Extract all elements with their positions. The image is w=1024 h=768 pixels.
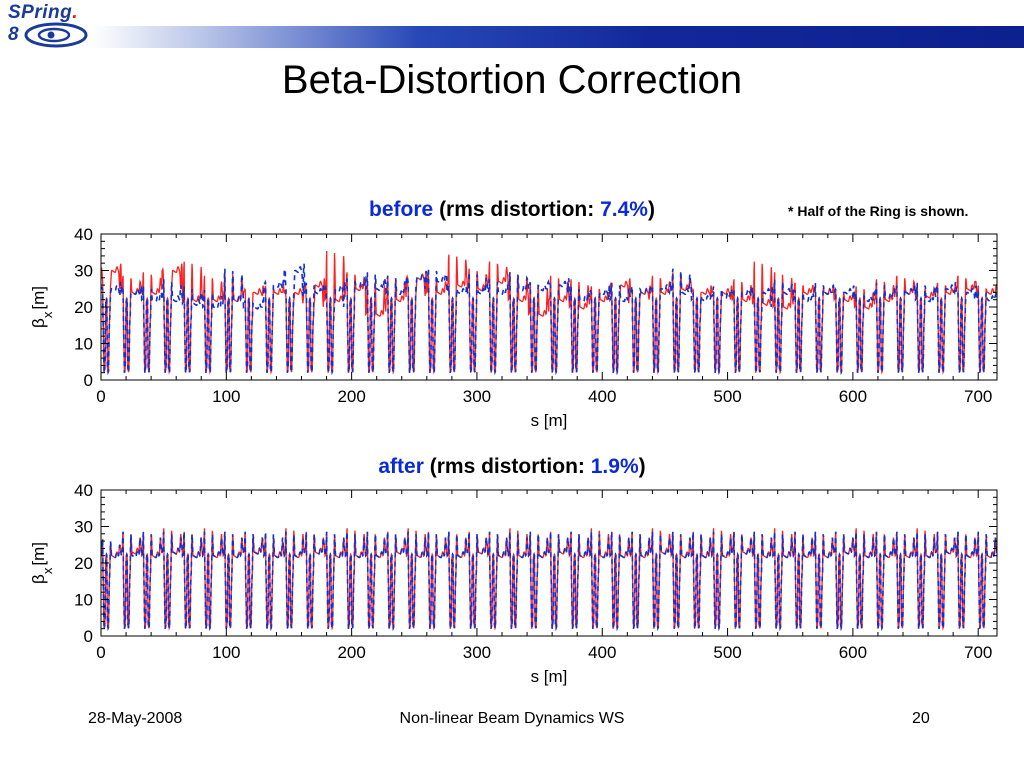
x-tick-label: 600 — [839, 387, 867, 406]
x-tick-label: 700 — [964, 643, 992, 662]
x-tick-label: 200 — [337, 643, 365, 662]
logo-text: SPring. 8 — [8, 2, 79, 45]
x-tick-label: 400 — [588, 643, 616, 662]
y-tick-label: 20 — [74, 554, 93, 573]
measured-beta-series — [101, 528, 997, 631]
y-axis-label: βx[m] — [29, 286, 55, 328]
after-panel-title: after (rms distortion: 1.9%) — [0, 455, 1024, 479]
x-tick-label: 200 — [337, 387, 365, 406]
slide-title: Beta-Distortion Correction — [281, 58, 743, 102]
measured-beta-series — [101, 250, 997, 375]
x-tick-label: 0 — [96, 643, 105, 662]
before-title-suffix: ) — [647, 198, 655, 221]
y-tick-label: 0 — [84, 371, 93, 390]
x-axis-label: s [m] — [531, 411, 568, 430]
x-tick-label: 500 — [713, 643, 741, 662]
y-tick-label: 20 — [74, 298, 93, 317]
before-title-middle: (rms distortion: — [433, 198, 601, 221]
reference-beta-series — [101, 263, 997, 376]
after-beta-plot: 0 100 200 300 400 500 600 700 0 10 20 30 40 s [m] βx[m… — [29, 481, 998, 686]
x-tick-label: 600 — [839, 643, 867, 662]
spring8-logo: SPring. 8 — [0, 0, 92, 50]
footer-page-number: 20 — [912, 710, 930, 727]
y-tick-label: 10 — [74, 335, 93, 354]
y-tick-label: 30 — [74, 518, 93, 537]
x-tick-label: 0 — [96, 387, 105, 406]
x-tick-label: 300 — [463, 643, 491, 662]
x-tick-label: 300 — [463, 387, 491, 406]
after-title-suffix: ) — [638, 455, 646, 478]
logo-ring-icon — [24, 22, 88, 48]
x-tick-label: 100 — [212, 643, 240, 662]
before-beta-plot: 0 100 200 300 400 500 600 700 0 10 20 30 40 s [m] βx[m… — [29, 225, 998, 430]
half-ring-note: * Half of the Ring is shown. — [788, 203, 969, 219]
y-tick-label: 0 — [84, 627, 93, 646]
before-label: before — [369, 198, 434, 221]
after-title-middle: (rms distortion: — [423, 455, 591, 478]
reference-beta-series — [101, 531, 997, 632]
x-tick-label: 500 — [713, 387, 741, 406]
footer-date: 28-May-2008 — [88, 710, 183, 727]
before-panel-title: before (rms distortion: 7.4%) — [0, 198, 1024, 222]
y-tick-label: 40 — [74, 481, 93, 500]
header-bar — [92, 26, 1024, 48]
x-tick-label: 700 — [964, 387, 992, 406]
before-rms-value: 7.4% — [600, 198, 648, 221]
after-rms-value: 1.9% — [590, 455, 639, 478]
after-label: after — [378, 455, 424, 478]
x-tick-label: 100 — [212, 387, 240, 406]
footer-event: Non-linear Beam Dynamics WS — [399, 710, 625, 727]
y-tick-label: 40 — [74, 225, 93, 244]
x-tick-label: 400 — [588, 387, 616, 406]
x-axis-label: s [m] — [531, 667, 568, 686]
y-tick-label: 30 — [74, 262, 93, 281]
y-tick-label: 10 — [74, 591, 93, 610]
y-axis-label: βx[m] — [29, 542, 55, 584]
